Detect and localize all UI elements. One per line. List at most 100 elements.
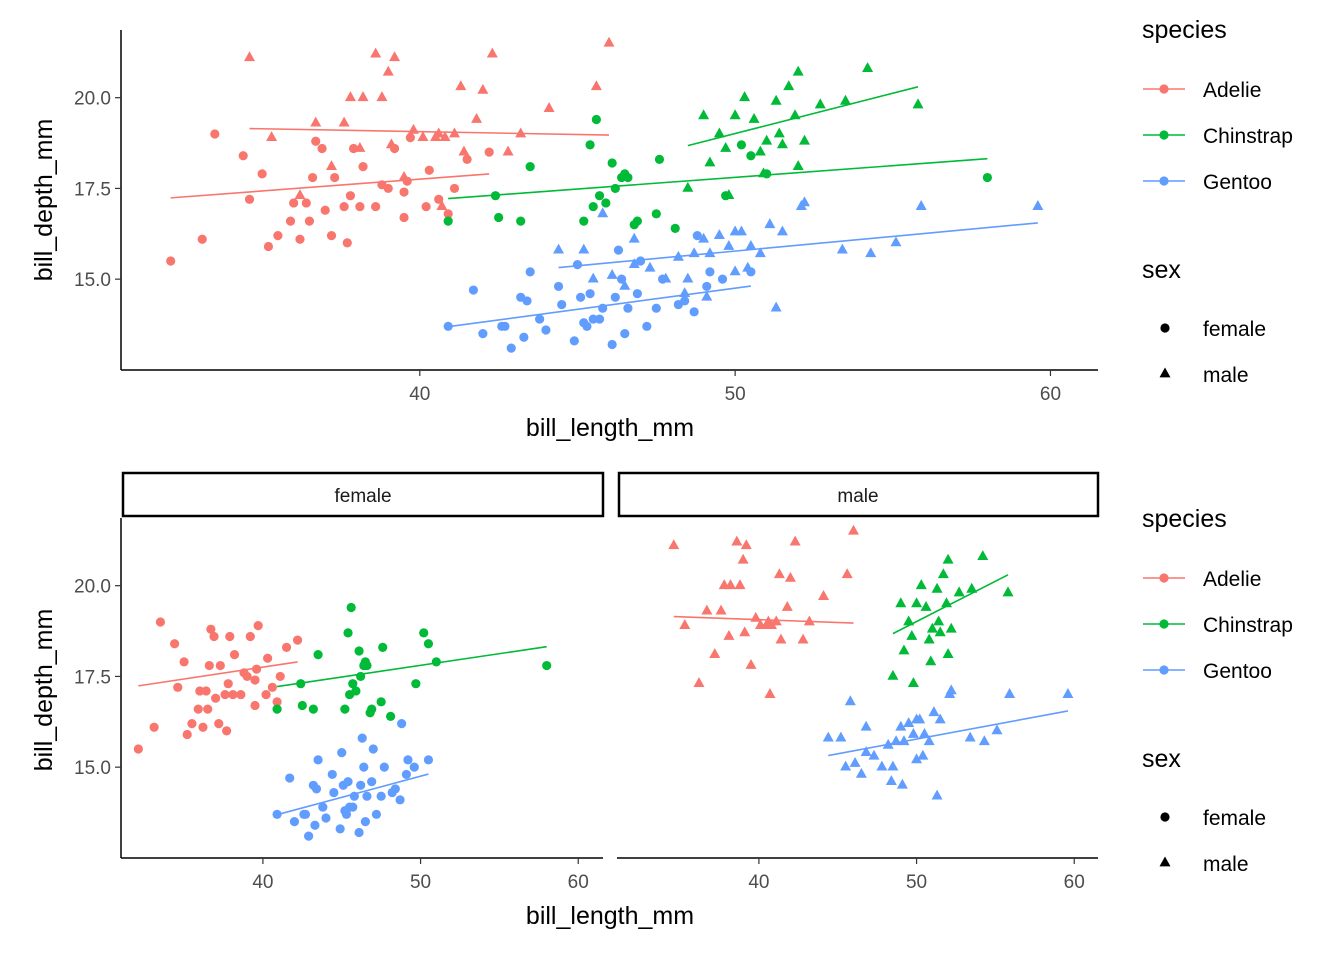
- point-adelie-male: [398, 171, 410, 181]
- point-gentoo-male: [729, 265, 741, 276]
- point-adelie-female: [229, 650, 240, 660]
- point-chinstrap-male: [789, 109, 801, 120]
- point-gentoo-male: [682, 272, 694, 283]
- point-gentoo-female: [397, 719, 407, 729]
- top-y-tick-label: 15.0: [74, 270, 111, 291]
- point-chinstrap-female: [346, 602, 356, 613]
- point-adelie-male: [486, 47, 498, 58]
- point-chinstrap-male: [942, 553, 954, 564]
- point-gentoo-male: [754, 247, 766, 258]
- point-adelie-female: [236, 689, 246, 700]
- point-gentoo-female: [651, 303, 661, 313]
- point-gentoo-female: [594, 314, 605, 324]
- point-adelie-male: [739, 626, 751, 637]
- point-adelie-male: [294, 189, 306, 200]
- fit-line-chinstrap-female: [448, 157, 988, 200]
- point-gentoo-male: [860, 746, 872, 757]
- point-gentoo-male: [865, 247, 877, 258]
- top-species-legend-title: species: [1142, 16, 1227, 44]
- point-chinstrap-female: [308, 704, 318, 714]
- point-gentoo-male: [587, 272, 599, 283]
- point-gentoo-female: [576, 292, 586, 302]
- point-adelie-female: [261, 689, 271, 700]
- point-adelie-male: [376, 91, 388, 102]
- point-adelie-female: [301, 198, 311, 208]
- point-chinstrap-male: [911, 597, 923, 608]
- point-adelie-female: [342, 238, 352, 248]
- point-adelie-male: [797, 633, 809, 644]
- point-adelie-male: [477, 83, 489, 94]
- top-axis-ticks: 40 50 60 15.0 17.5 20.0: [74, 89, 1061, 405]
- point-chinstrap-male: [906, 629, 918, 640]
- point-chinstrap-male: [925, 655, 937, 666]
- point-chinstrap-female: [296, 679, 306, 689]
- point-gentoo-male: [644, 261, 656, 272]
- point-adelie-male: [448, 127, 460, 138]
- point-gentoo-male: [915, 200, 927, 210]
- top-y-axis-title: bill_depth_mm: [30, 119, 58, 282]
- bottom-sex-legend-title: sex: [1142, 745, 1181, 773]
- point-adelie-female: [245, 631, 255, 642]
- point-gentoo-female: [588, 314, 598, 324]
- point-gentoo-male: [964, 731, 976, 742]
- point-gentoo-male: [991, 724, 1003, 735]
- bottom-legend-label-chinstrap: Chinstrap: [1203, 614, 1293, 637]
- point-adelie-female: [170, 639, 180, 649]
- point-gentoo-female: [717, 274, 728, 284]
- point-adelie-female: [220, 689, 230, 700]
- point-adelie-male: [679, 619, 691, 629]
- point-adelie-male: [789, 535, 801, 546]
- point-adelie-female: [399, 187, 409, 197]
- point-gentoo-male: [660, 272, 672, 283]
- point-adelie-female: [228, 689, 238, 700]
- point-gentoo-male: [890, 735, 902, 746]
- point-chinstrap-male: [933, 615, 945, 626]
- point-gentoo-male: [742, 261, 754, 272]
- point-adelie-male: [417, 131, 429, 141]
- point-chinstrap-female: [542, 660, 552, 671]
- point-chinstrap-male: [931, 582, 943, 593]
- bottom-species-legend-title: species: [1142, 505, 1227, 533]
- point-gentoo-male: [723, 239, 735, 250]
- facet-strip-label-male: male: [837, 486, 878, 507]
- bottom-legend-key-point-adelie: [1159, 573, 1169, 583]
- point-chinstrap-male: [942, 648, 954, 659]
- point-chinstrap-female: [494, 212, 504, 223]
- point-adelie-male: [590, 80, 602, 91]
- point-chinstrap-male: [713, 127, 725, 138]
- point-gentoo-male: [836, 243, 848, 254]
- point-chinstrap-female: [736, 140, 747, 150]
- point-adelie-male: [502, 145, 514, 156]
- point-adelie-male: [781, 600, 793, 611]
- point-adelie-male: [750, 611, 762, 622]
- point-adelie-female: [462, 154, 472, 164]
- bottom-legend-label-female: female: [1203, 807, 1266, 830]
- point-adelie-female: [443, 209, 453, 219]
- point-chinstrap-male: [758, 167, 770, 178]
- point-gentoo-female: [582, 321, 592, 331]
- top-legend-key-male: [1159, 367, 1171, 378]
- point-gentoo-male: [776, 225, 788, 236]
- point-gentoo-female: [403, 755, 413, 765]
- point-gentoo-male: [679, 287, 691, 298]
- point-gentoo-male: [835, 731, 847, 742]
- point-chinstrap-female: [746, 151, 756, 161]
- point-gentoo-male: [931, 789, 943, 800]
- top-legend-label-male: male: [1203, 364, 1249, 387]
- male-x-tick-label: 50: [906, 872, 927, 893]
- point-chinstrap-male: [840, 94, 851, 105]
- point-adelie-female: [320, 205, 330, 215]
- point-gentoo-female: [525, 267, 535, 277]
- point-adelie-male: [543, 102, 555, 112]
- point-gentoo-female: [395, 795, 405, 805]
- point-adelie-female: [242, 671, 252, 682]
- point-adelie-male: [770, 615, 782, 626]
- point-gentoo-male: [885, 775, 897, 786]
- point-gentoo-male: [918, 727, 930, 738]
- top-x-tick-label: 60: [1040, 384, 1061, 405]
- point-gentoo-female: [379, 762, 389, 772]
- point-adelie-female: [250, 700, 260, 711]
- point-adelie-female: [263, 653, 273, 663]
- point-adelie-male: [266, 131, 278, 141]
